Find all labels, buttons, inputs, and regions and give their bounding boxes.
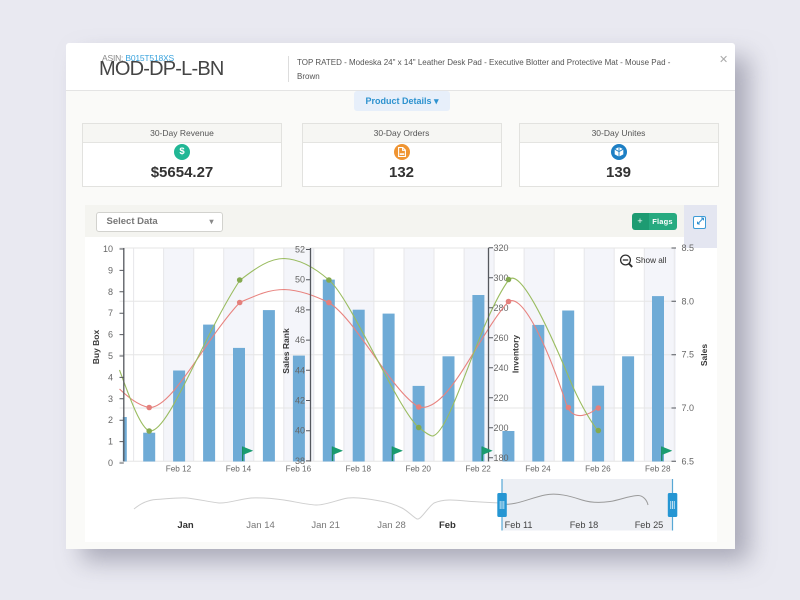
svg-text:8: 8 xyxy=(108,287,113,297)
svg-text:Feb 14: Feb 14 xyxy=(226,465,252,474)
svg-text:Jan 21: Jan 21 xyxy=(311,520,340,531)
svg-text:Sales: Sales xyxy=(699,344,709,366)
svg-text:Feb 25: Feb 25 xyxy=(635,520,664,530)
svg-text:200: 200 xyxy=(494,423,509,433)
svg-text:2: 2 xyxy=(108,415,113,425)
svg-text:40: 40 xyxy=(295,426,305,436)
svg-text:260: 260 xyxy=(494,333,509,343)
svg-text:Feb 22: Feb 22 xyxy=(465,465,491,474)
svg-text:Buy Box: Buy Box xyxy=(91,329,101,364)
svg-text:46: 46 xyxy=(295,335,305,345)
svg-text:Feb 18: Feb 18 xyxy=(570,520,599,530)
svg-text:180: 180 xyxy=(494,453,509,463)
svg-text:7.5: 7.5 xyxy=(682,350,695,360)
svg-text:52: 52 xyxy=(295,245,305,255)
svg-text:48: 48 xyxy=(295,305,305,315)
svg-text:Feb 16: Feb 16 xyxy=(286,465,312,474)
svg-text:1: 1 xyxy=(108,437,113,447)
svg-text:3: 3 xyxy=(108,394,113,404)
svg-text:Feb 24: Feb 24 xyxy=(525,465,551,474)
svg-text:4: 4 xyxy=(108,372,113,382)
svg-text:280: 280 xyxy=(494,303,509,313)
svg-text:44: 44 xyxy=(295,365,305,375)
svg-text:Feb 11: Feb 11 xyxy=(505,520,533,530)
svg-text:38: 38 xyxy=(295,456,305,466)
svg-text:9: 9 xyxy=(108,265,113,275)
svg-text:Feb: Feb xyxy=(439,520,456,531)
svg-text:7.0: 7.0 xyxy=(682,403,695,413)
svg-text:Feb 18: Feb 18 xyxy=(346,465,372,474)
svg-text:240: 240 xyxy=(494,363,509,373)
svg-text:6: 6 xyxy=(108,330,113,340)
svg-text:6.5: 6.5 xyxy=(682,456,695,466)
svg-text:Sales Rank: Sales Rank xyxy=(281,328,291,374)
svg-text:0: 0 xyxy=(108,458,113,468)
svg-text:Inventory: Inventory xyxy=(511,335,521,374)
svg-text:300: 300 xyxy=(494,273,509,283)
svg-text:Feb 28: Feb 28 xyxy=(645,465,671,474)
svg-text:5: 5 xyxy=(108,351,113,361)
svg-text:50: 50 xyxy=(295,275,305,285)
svg-text:220: 220 xyxy=(494,393,509,403)
svg-text:Jan 28: Jan 28 xyxy=(377,520,406,531)
svg-text:8.0: 8.0 xyxy=(682,296,695,306)
svg-text:Feb 20: Feb 20 xyxy=(405,465,431,474)
svg-text:Jan 14: Jan 14 xyxy=(246,520,275,531)
svg-text:Jan: Jan xyxy=(177,520,194,531)
svg-text:7: 7 xyxy=(108,308,113,318)
svg-text:Show all: Show all xyxy=(636,256,667,265)
svg-text:42: 42 xyxy=(295,396,305,406)
svg-text:Feb 12: Feb 12 xyxy=(166,465,192,474)
svg-text:8.5: 8.5 xyxy=(682,243,695,253)
svg-text:320: 320 xyxy=(494,243,509,253)
svg-text:Feb 26: Feb 26 xyxy=(585,465,611,474)
svg-text:10: 10 xyxy=(103,244,113,254)
